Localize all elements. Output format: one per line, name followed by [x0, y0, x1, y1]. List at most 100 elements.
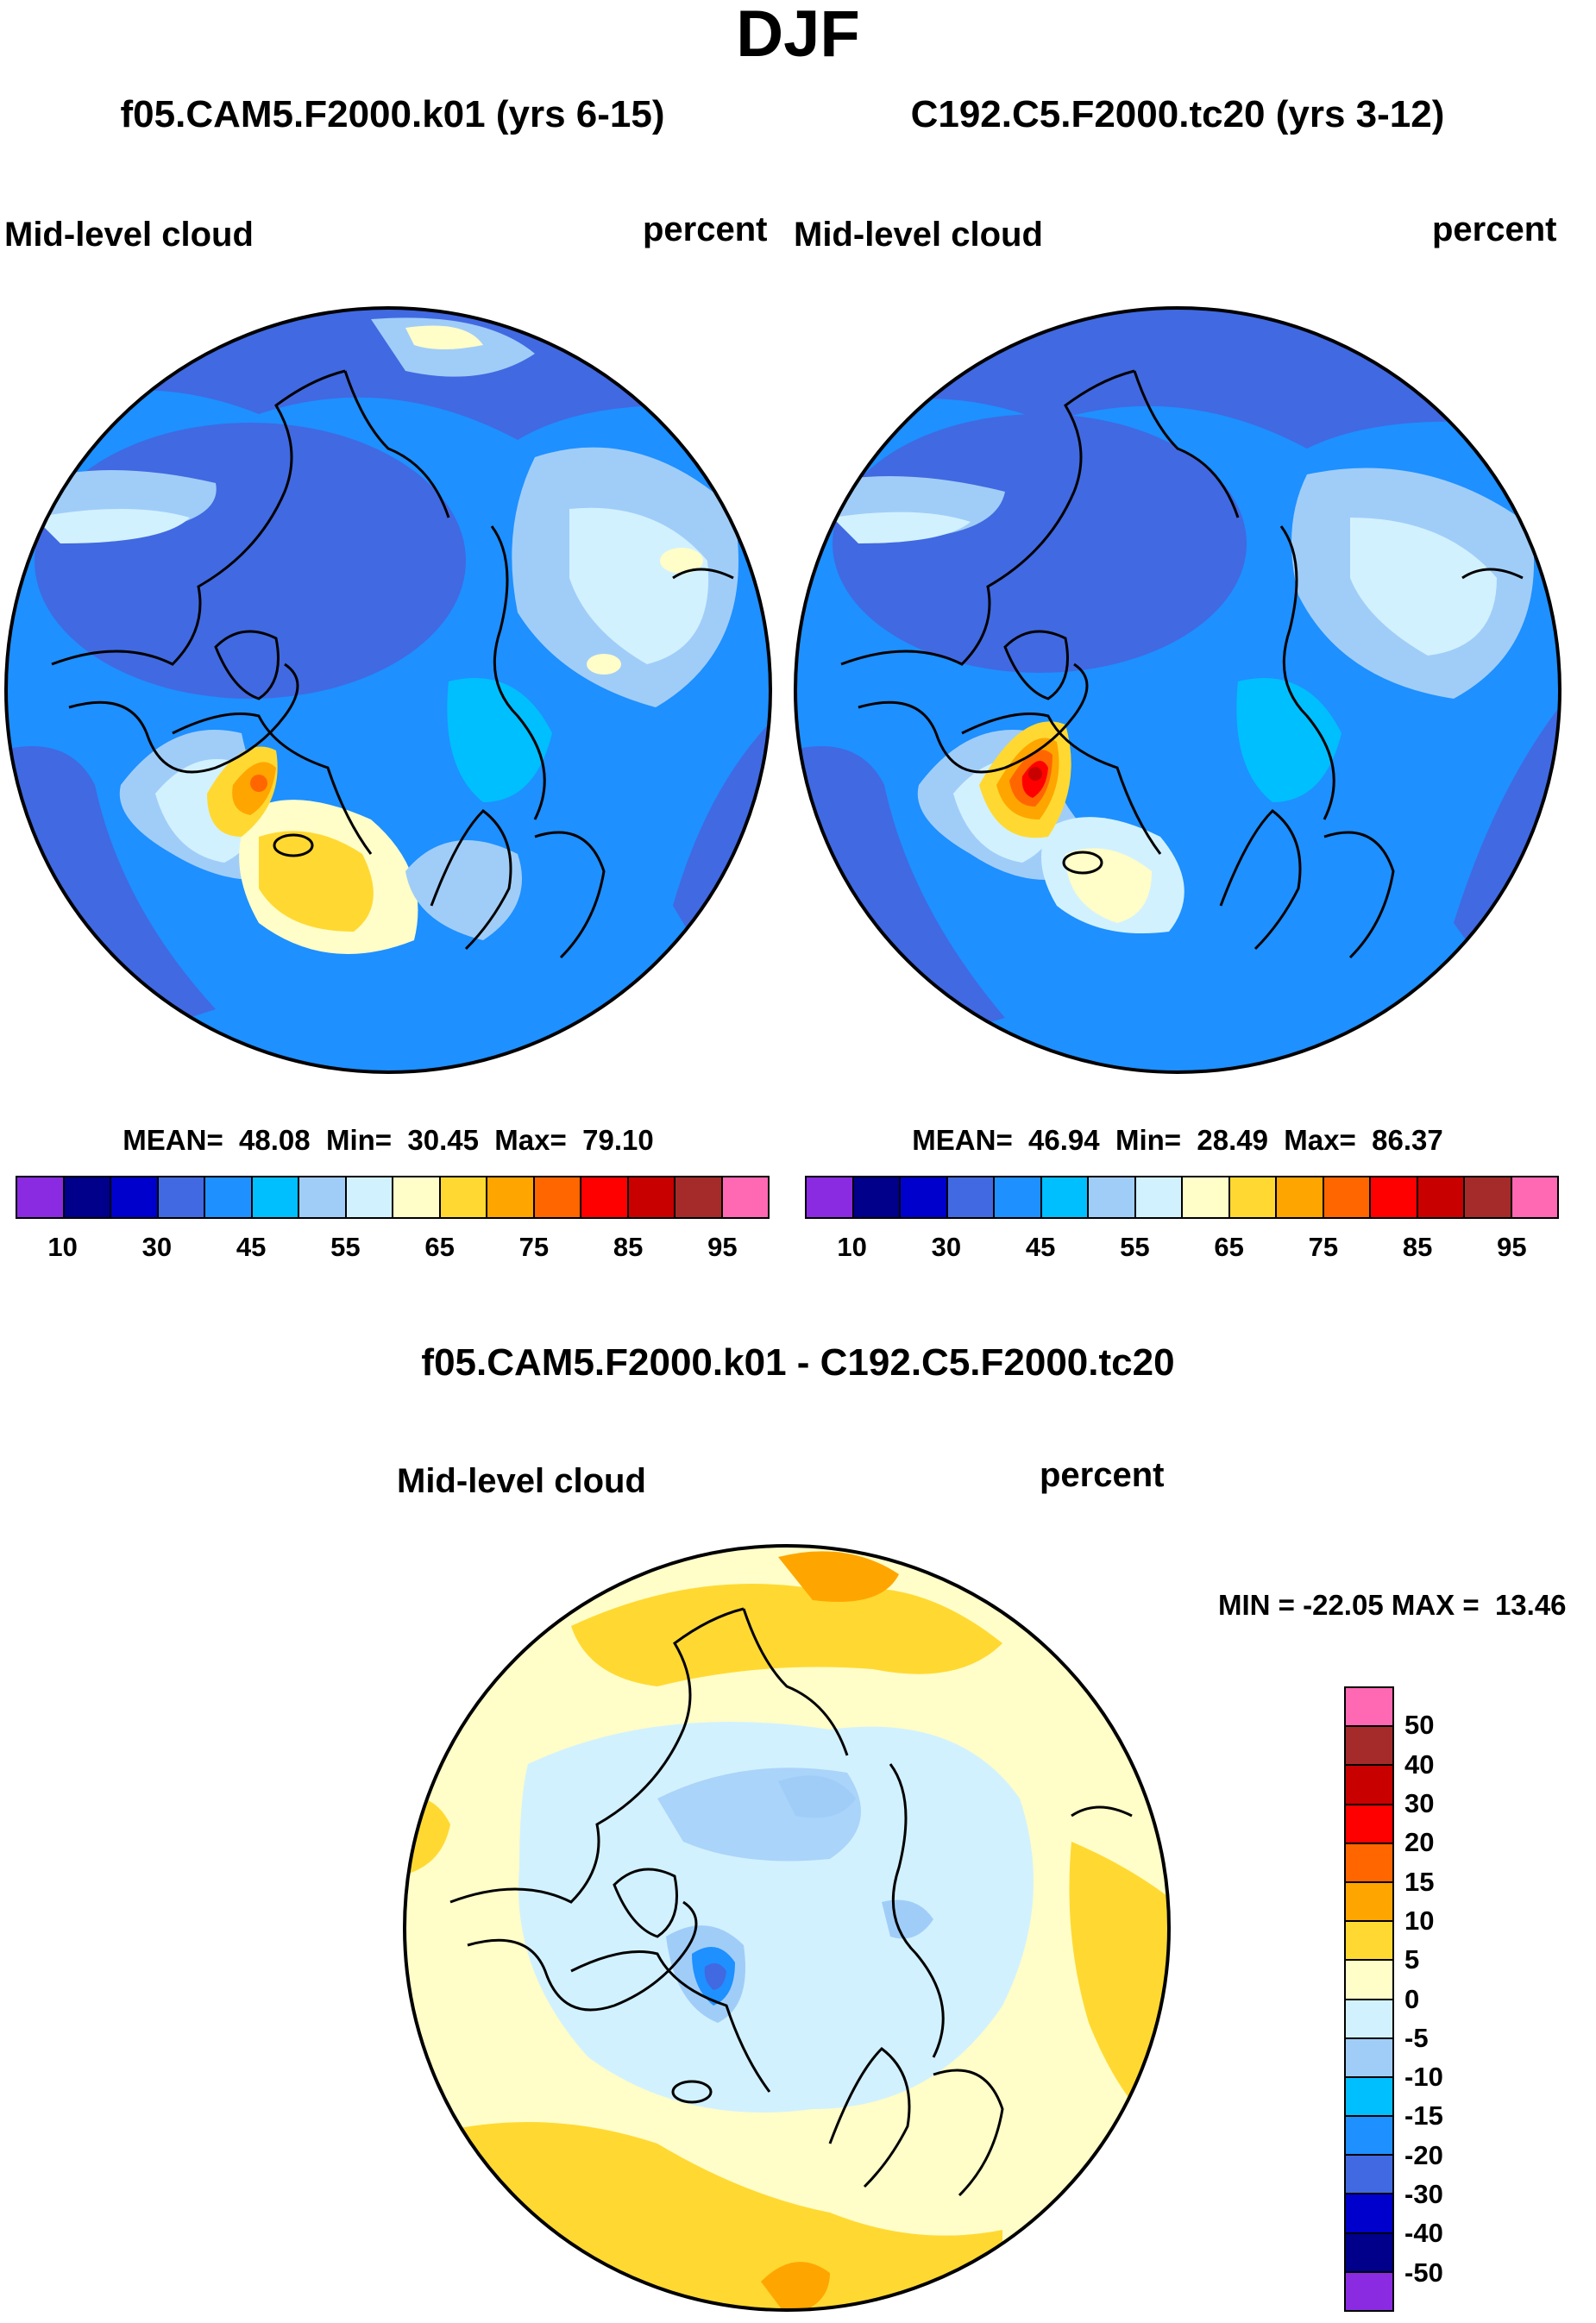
diff-minmax: MIN = -22.05 MAX = 13.46 [1218, 1589, 1567, 1621]
colorbar-panel-1-ticks: 10 30 45 55 65 75 85 95 [16, 1232, 770, 1266]
colorbar-diff-tick-label: 50 [1404, 1710, 1435, 1741]
colorbar-diff-swatch [1346, 1961, 1392, 2000]
colorbar-diff-swatch [1346, 2117, 1392, 2157]
colorbar-diff-tick-label: -50 [1404, 2257, 1443, 2288]
diff-units-label: percent [1040, 1456, 1165, 1494]
colorbar-diff-swatch [1346, 2156, 1392, 2195]
colorbar-panel-1-swatch [534, 1177, 581, 1217]
colorbar-panel-1-swatch [346, 1177, 393, 1217]
diff-field-label: Mid-level cloud [397, 1462, 646, 1500]
colorbar-panel-1-swatch [581, 1177, 629, 1217]
colorbar-panel-2-swatch [1323, 1177, 1371, 1217]
colorbar-panel-2-tick-label: 95 [1497, 1232, 1527, 1262]
colorbar-panel-1-tick-label: 55 [330, 1232, 361, 1262]
panel2-stats: MEAN= 46.94 Min= 28.49 Max= 86.37 [912, 1124, 1443, 1156]
panel1-field-label: Mid-level cloud [4, 216, 254, 254]
colorbar-panel-1-tick-label: 95 [707, 1232, 738, 1262]
colorbar-panel-1-swatch [487, 1177, 535, 1217]
panel1-units-label: percent [643, 210, 768, 248]
colorbar-panel-2-swatch [853, 1177, 901, 1217]
colorbar-diff-tick-label: -40 [1404, 2218, 1443, 2249]
colorbar-panel-1-swatch [205, 1177, 253, 1217]
colorbar-panel-1-swatch [158, 1177, 205, 1217]
colorbar-diff-swatch [1346, 1805, 1392, 1844]
colorbar-diff-tick-label: -10 [1404, 2062, 1443, 2093]
colorbar-panel-2-swatch [807, 1177, 854, 1217]
colorbar-panel-1-swatch [628, 1177, 675, 1217]
colorbar-panel-1-tick-label: 45 [236, 1232, 267, 1262]
panel1-stats: MEAN= 48.08 Min= 30.45 Max= 79.10 [123, 1124, 654, 1156]
figure-title: DJF [736, 0, 860, 71]
colorbar-diff-swatch [1346, 1922, 1392, 1962]
colorbar-panel-1-tick-label: 85 [613, 1232, 644, 1262]
colorbar-panel-1-swatch [111, 1177, 159, 1217]
colorbar-panel-2-swatch [1183, 1177, 1230, 1217]
colorbar-panel-2-tick-label: 65 [1214, 1232, 1244, 1262]
colorbar-panel-1-swatch [440, 1177, 487, 1217]
panel2-units-label: percent [1432, 210, 1557, 248]
colorbar-panel-2-swatch [1465, 1177, 1512, 1217]
colorbar-diff-swatch [1346, 1766, 1392, 1805]
colorbar-panel-1-tick-label: 30 [141, 1232, 173, 1262]
colorbar-panel-2-tick-label: 30 [931, 1232, 962, 1262]
map-panel-1 [4, 306, 772, 1074]
colorbar-diff-swatch [1346, 2194, 1392, 2234]
map-panel-diff [403, 1544, 1171, 2312]
colorbar-diff-tick-label: -5 [1404, 2022, 1429, 2053]
colorbar-panel-2-swatch [1135, 1177, 1183, 1217]
colorbar-diff-tick-label: 30 [1404, 1787, 1435, 1818]
colorbar-diff-tick-label: -30 [1404, 2179, 1443, 2210]
colorbar-panel-2-swatch [1089, 1177, 1136, 1217]
colorbar-diff-swatch [1346, 2272, 1392, 2310]
colorbar-panel-2-tick-label: 55 [1120, 1232, 1150, 1262]
panel2-case-title: C192.C5.F2000.tc20 (yrs 3-12) [910, 93, 1445, 135]
colorbar-diff-tick-label: 10 [1404, 1905, 1435, 1936]
colorbar-panel-1-swatch [722, 1177, 768, 1217]
colorbar-panel-2-swatch [1277, 1177, 1324, 1217]
colorbar-panel-2-tick-label: 10 [837, 1232, 867, 1262]
colorbar-diff-swatch [1346, 1882, 1392, 1923]
colorbar-panel-2-swatch [1511, 1177, 1557, 1217]
colorbar-diff-tick-label: -15 [1404, 2100, 1443, 2132]
colorbar-diff-tick-label: 40 [1404, 1749, 1435, 1780]
colorbar-panel-1-swatch [64, 1177, 111, 1217]
colorbar-diff-ticks: 50 40 30 20 15 10 5 0 -5 -10 -15 -20 -30 -40 -50 [1404, 1686, 1482, 2312]
colorbar-diff-tick-label: 0 [1404, 1983, 1420, 2014]
colorbar-panel-1-swatch [299, 1177, 347, 1217]
colorbar-panel-2-swatch [995, 1177, 1042, 1217]
colorbar-panel-2-tick-label: 45 [1025, 1232, 1056, 1262]
colorbar-diff [1344, 1686, 1394, 2312]
colorbar-panel-1-tick-label: 65 [424, 1232, 455, 1262]
colorbar-panel-2-swatch [1229, 1177, 1277, 1217]
colorbar-diff-swatch [1346, 1688, 1392, 1728]
colorbar-diff-tick-label: -20 [1404, 2139, 1443, 2170]
panel1-case-title: f05.CAM5.F2000.k01 (yrs 6-15) [120, 93, 665, 135]
colorbar-diff-tick-label: 15 [1404, 1866, 1435, 1897]
colorbar-diff-tick-label: 20 [1404, 1827, 1435, 1858]
colorbar-panel-2-swatch [1371, 1177, 1418, 1217]
colorbar-panel-2-tick-label: 85 [1402, 1232, 1433, 1262]
colorbar-diff-tick-label: 5 [1404, 1944, 1420, 1975]
colorbar-panel-2-swatch [1417, 1177, 1465, 1217]
map-panel-2 [794, 306, 1561, 1074]
panel2-field-label: Mid-level cloud [794, 216, 1043, 254]
colorbar-diff-swatch [1346, 1727, 1392, 1767]
colorbar-panel-2-swatch [1041, 1177, 1089, 1217]
colorbar-panel-2-swatch [901, 1177, 948, 1217]
colorbar-panel-1-tick-label: 10 [47, 1232, 78, 1262]
colorbar-panel-1-swatch [252, 1177, 299, 1217]
colorbar-diff-swatch [1346, 2233, 1392, 2273]
colorbar-panel-2-swatch [947, 1177, 995, 1217]
colorbar-panel-2 [805, 1176, 1559, 1219]
colorbar-panel-2-tick-label: 75 [1308, 1232, 1339, 1262]
colorbar-diff-swatch [1346, 2000, 1392, 2039]
colorbar-panel-2-ticks: 10 30 45 55 65 75 85 95 [805, 1232, 1559, 1266]
colorbar-panel-1-swatch [393, 1177, 441, 1217]
diff-title: f05.CAM5.F2000.k01 - C192.C5.F2000.tc20 [421, 1341, 1175, 1384]
colorbar-diff-swatch [1346, 1843, 1392, 1883]
colorbar-diff-swatch [1346, 2038, 1392, 2078]
colorbar-panel-1 [16, 1176, 770, 1219]
colorbar-diff-swatch [1346, 2077, 1392, 2118]
colorbar-panel-1-swatch [675, 1177, 723, 1217]
colorbar-panel-1-tick-label: 75 [518, 1232, 550, 1262]
